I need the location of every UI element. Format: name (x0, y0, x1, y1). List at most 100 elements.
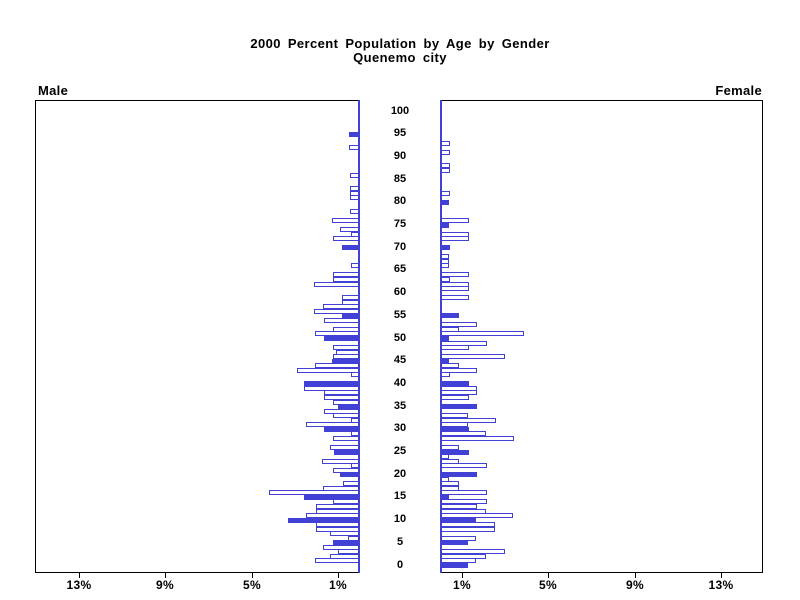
male-age-40-bar (304, 381, 360, 386)
male-age-63-bar (333, 277, 360, 282)
male-pct-1-tick (338, 572, 339, 578)
female-age-13-bar (440, 504, 477, 509)
female-age-80-bar (440, 200, 449, 205)
female-age-75-bar (440, 223, 449, 228)
male-age-2-bar (330, 554, 360, 559)
male-age-45-bar (332, 359, 360, 364)
female-age-55-bar (440, 313, 459, 318)
female-age-32-bar (440, 418, 496, 423)
chart-title-line2: Quenemo city (353, 50, 447, 65)
age-tick-label-0: 0 (396, 559, 404, 571)
female-pct-5-label: 5% (539, 578, 557, 592)
male-age-70-bar (342, 245, 360, 250)
male-age-52-bar (333, 327, 360, 332)
female-age-70-bar (440, 245, 450, 250)
female-age-46-bar (440, 354, 505, 359)
male-age-76-bar (332, 218, 360, 223)
chart-title-line1: 2000 Percent Population by Age by Gender (250, 36, 550, 51)
male-age-21-bar (333, 468, 360, 473)
male-age-10-bar (288, 518, 360, 523)
female-age-76-bar (440, 218, 469, 223)
male-age-47-bar (336, 350, 360, 355)
female-age-43-bar (440, 368, 477, 373)
female-pct-5-tick (548, 572, 549, 578)
male-age-56-bar (314, 309, 360, 314)
female-age-2-bar (440, 554, 486, 559)
age-tick-label-45: 45 (393, 354, 407, 366)
male-pct-13-label: 13% (66, 578, 92, 592)
male-pct-5-label: 5% (243, 578, 261, 592)
female-age-25-bar (440, 450, 469, 455)
male-age-26-bar (330, 445, 360, 450)
male-pct-9-label: 9% (156, 578, 174, 592)
female-age-12-bar (440, 509, 486, 514)
female-age-62-bar (440, 282, 469, 287)
male-age-17-bar (323, 486, 360, 491)
female-pct-1-label: 1% (453, 578, 471, 592)
age-tick-label-15: 15 (393, 490, 407, 502)
female-age-20-bar (440, 472, 477, 477)
male-age-15-bar (304, 495, 360, 500)
male-age-23-bar (322, 459, 360, 464)
female-age-59-bar (440, 295, 469, 300)
male-age-95-bar (349, 132, 360, 137)
female-age-37-bar (440, 395, 469, 400)
female-pct-13-label: 13% (708, 578, 734, 592)
male-age-30-bar (324, 427, 360, 432)
age-tick-label-70: 70 (393, 241, 407, 253)
male-age-50-bar (324, 336, 360, 341)
male-panel-label: Male (38, 83, 69, 98)
female-age-30-bar (440, 427, 469, 432)
female-age-49-bar (440, 341, 487, 346)
female-pct-9-label: 9% (626, 578, 644, 592)
female-panel-label: Female (715, 83, 762, 98)
age-tick-label-10: 10 (393, 513, 407, 525)
age-tick-label-5: 5 (396, 536, 404, 548)
male-age-64-bar (333, 272, 360, 277)
age-tick-label-95: 95 (393, 127, 407, 139)
female-age-5-bar (440, 540, 468, 545)
male-pct-9-tick (165, 572, 166, 578)
female-age-8-bar (440, 527, 495, 532)
age-tick-label-20: 20 (393, 468, 407, 480)
female-pct-9-tick (635, 572, 636, 578)
male-age-55-bar (342, 313, 360, 318)
male-age-43-bar (297, 368, 360, 373)
age-tick-label-85: 85 (393, 173, 407, 185)
male-age-34-bar (324, 409, 360, 414)
male-age-62-bar (314, 282, 360, 287)
female-pct-13-tick (721, 572, 722, 578)
female-age-3-bar (440, 549, 505, 554)
female-age-64-bar (440, 272, 469, 277)
male-pct-1-label: 1% (329, 578, 347, 592)
age-tick-label-75: 75 (393, 218, 407, 230)
female-age-52-bar (440, 327, 459, 332)
male-age-20-bar (340, 472, 360, 477)
male-age-28-bar (333, 436, 360, 441)
male-age-12-bar (316, 509, 360, 514)
age-tick-label-50: 50 (393, 332, 407, 344)
female-age-40-bar (440, 381, 469, 386)
age-tick-label-30: 30 (393, 422, 407, 434)
male-age-4-bar (323, 545, 360, 550)
female-age-39-bar (440, 386, 477, 391)
female-zero-axis-line (440, 100, 442, 573)
female-age-23-bar (440, 459, 459, 464)
male-age-74-bar (340, 227, 360, 232)
male-age-54-bar (324, 318, 360, 323)
age-tick-label-55: 55 (393, 309, 407, 321)
age-tick-label-100: 100 (390, 105, 410, 117)
male-age-37-bar (324, 395, 360, 400)
male-age-39-bar (304, 386, 360, 391)
age-tick-label-40: 40 (393, 377, 407, 389)
female-age-17-bar (440, 486, 459, 491)
male-pct-13-tick (79, 572, 80, 578)
female-age-33-bar (440, 413, 468, 418)
age-tick-label-90: 90 (393, 150, 407, 162)
female-age-6-bar (440, 536, 476, 541)
male-age-5-bar (333, 540, 360, 545)
male-age-8-bar (316, 527, 360, 532)
female-age-73-bar (440, 232, 469, 237)
age-tick-label-80: 80 (393, 195, 407, 207)
